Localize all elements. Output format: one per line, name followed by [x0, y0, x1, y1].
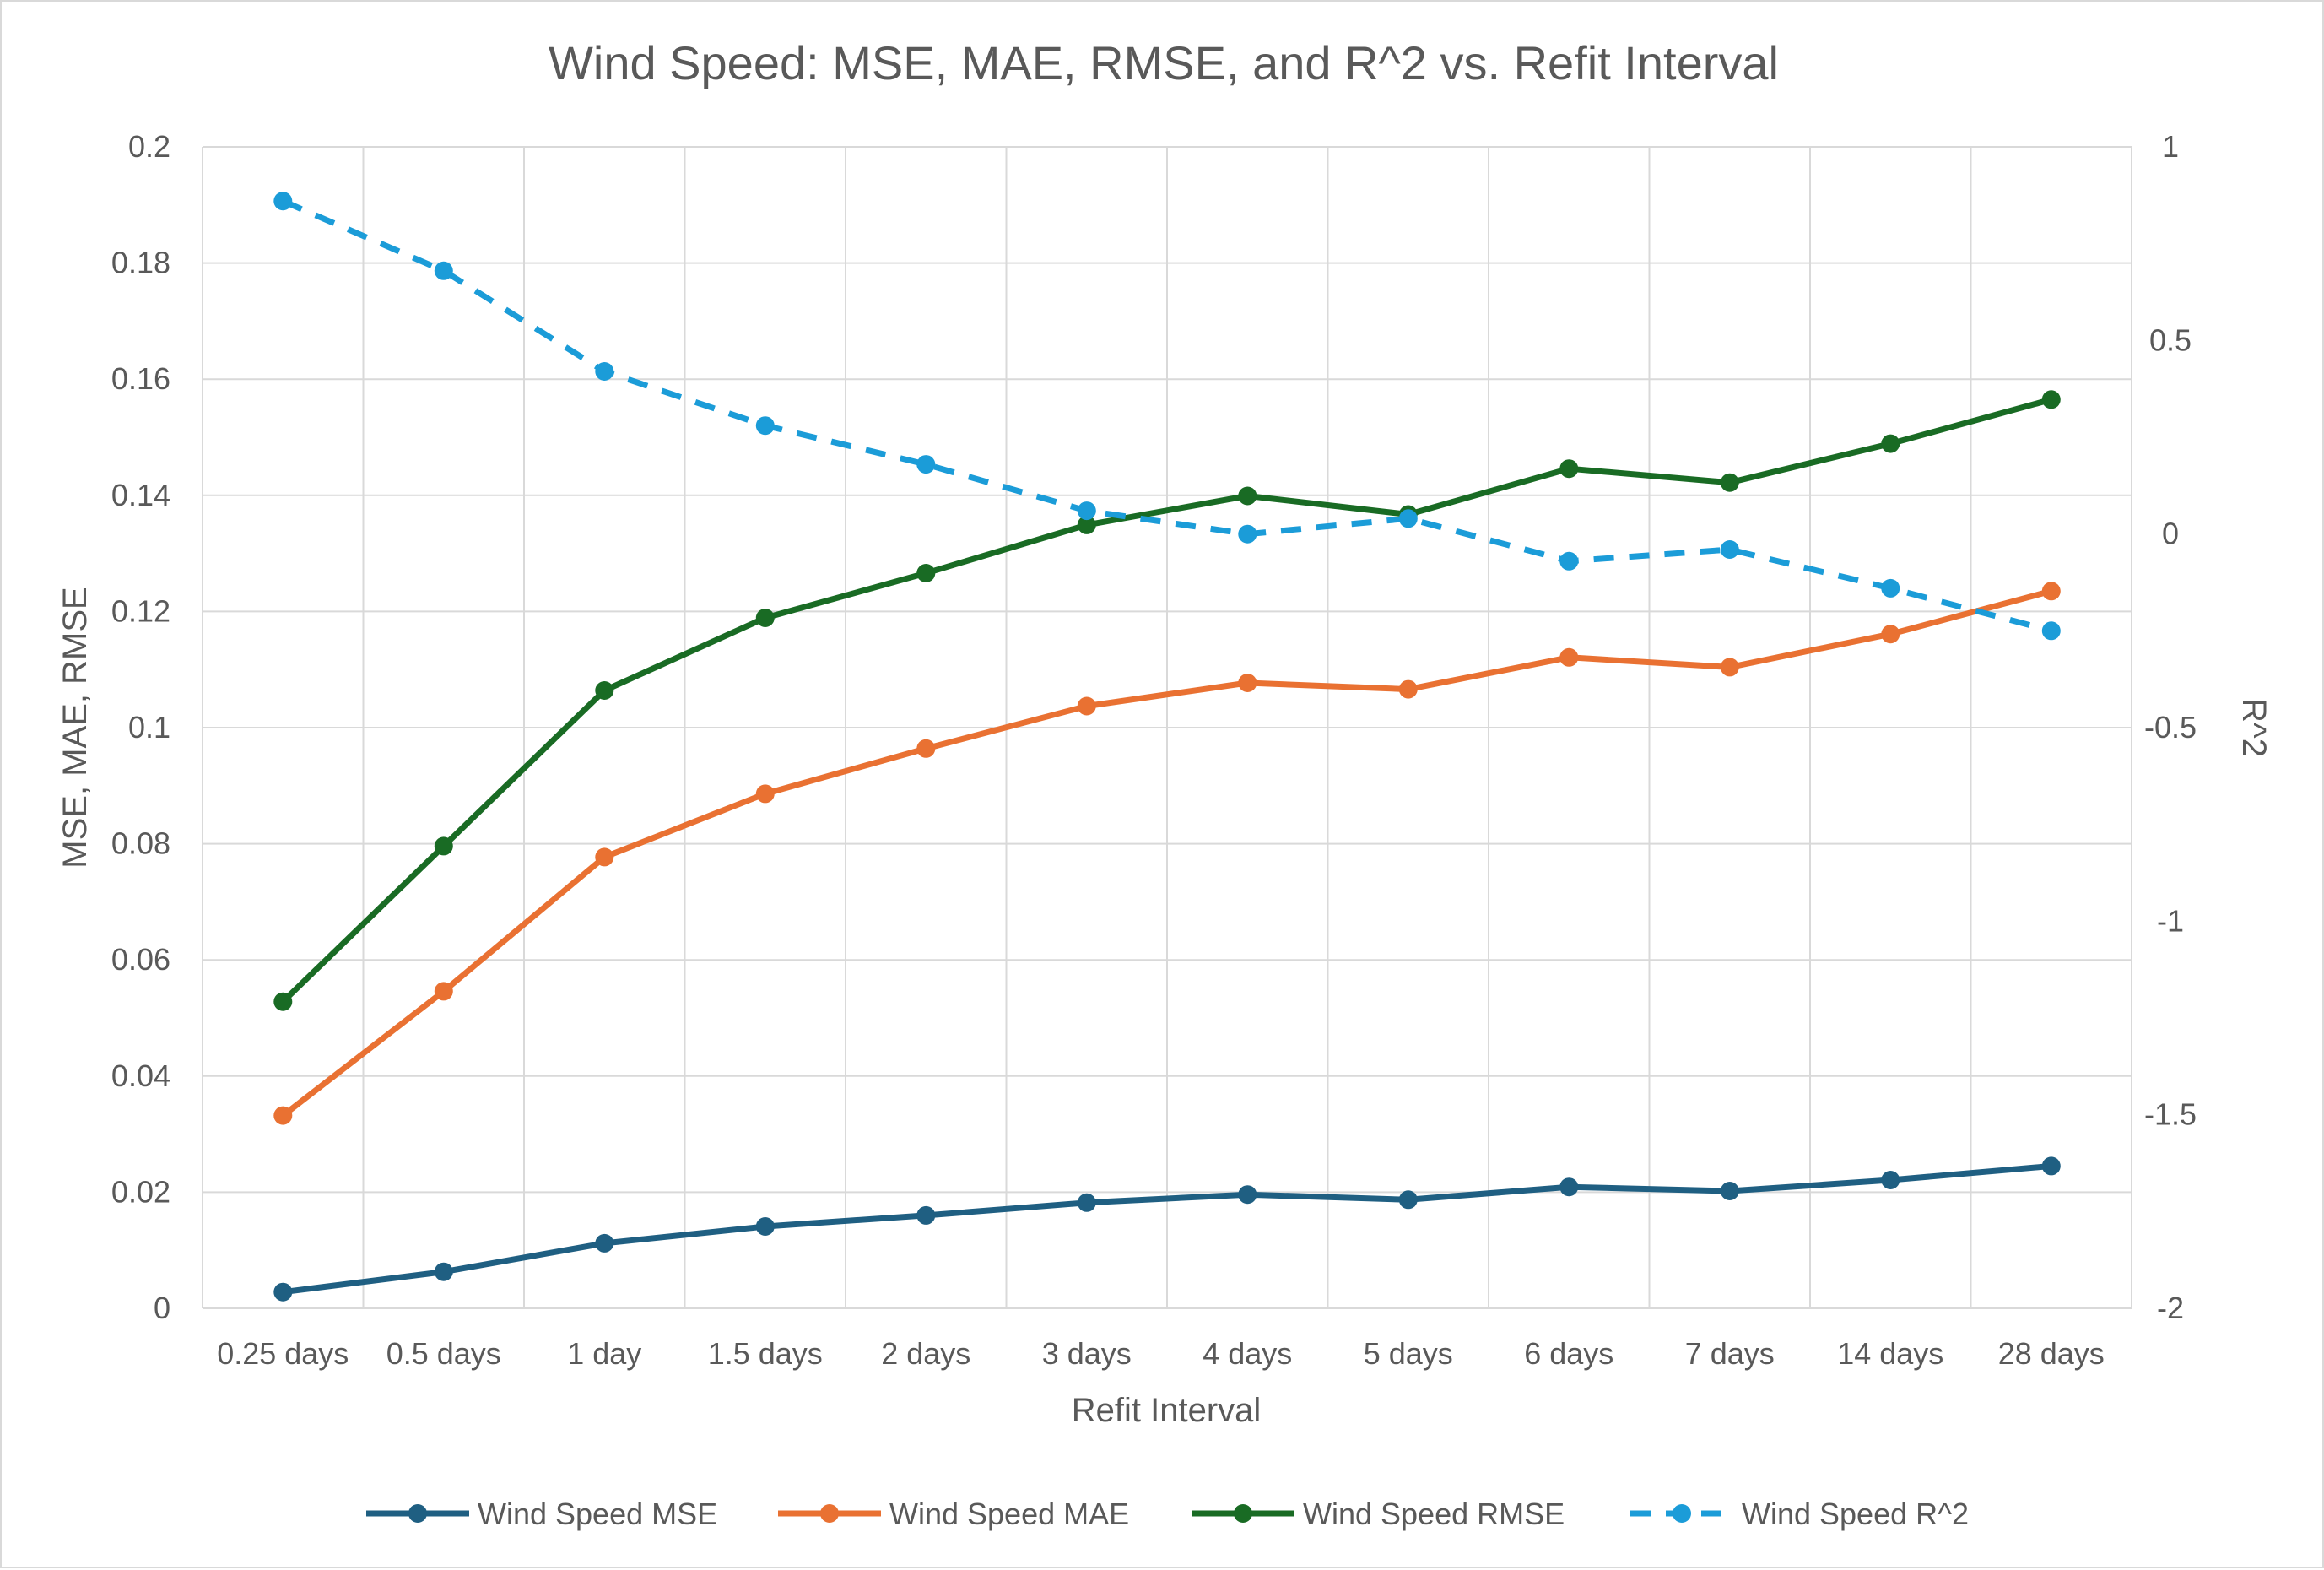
data-point-3: [1881, 578, 1900, 598]
data-point-0: [1077, 1193, 1096, 1212]
y2-tick-label: -0.5: [2144, 710, 2197, 744]
data-point-1: [1720, 658, 1739, 677]
data-point-3: [1398, 509, 1418, 528]
data-point-3: [755, 416, 775, 436]
data-point-1: [1238, 674, 1257, 692]
series-line-1: [279, 587, 2055, 1119]
data-point-2: [2041, 390, 2061, 409]
data-point-1: [2041, 582, 2061, 601]
y-tick-label: 0.14: [111, 478, 170, 512]
series-line-0: [279, 1162, 2055, 1296]
y-tick-label: 0.04: [111, 1058, 170, 1093]
y-tick-label: 0.08: [111, 826, 170, 861]
legend-swatch-marker: [1234, 1504, 1252, 1523]
y-tick-label: 0.1: [128, 710, 170, 744]
y-tick-label: 0.18: [111, 246, 170, 280]
series-layer: [273, 192, 2061, 1302]
data-point-0: [2041, 1156, 2061, 1176]
axis-layer: 0 0.02 0.04 0.06 0.08 0.1 0.12 0.14 0.16 0.18 0.2 -…: [111, 129, 2197, 1371]
data-point-0: [755, 1217, 775, 1236]
data-point-3: [1238, 524, 1257, 544]
y2-tick-label: -1: [2157, 903, 2184, 938]
data-point-0: [1398, 1190, 1418, 1210]
data-point-2: [434, 836, 453, 856]
x-tick-label: 1.5 days: [708, 1336, 823, 1371]
data-point-0: [1238, 1185, 1257, 1205]
x-tick-label: 4 days: [1203, 1336, 1292, 1371]
data-point-3: [434, 261, 453, 280]
series-line-2: [279, 396, 2055, 1005]
chart-title: Wind Speed: MSE, MAE, RMSE, and R^2 vs. …: [549, 36, 1779, 89]
data-point-0: [916, 1205, 936, 1225]
x-tick-label: 5 days: [1364, 1336, 1453, 1371]
data-point-1: [595, 847, 614, 867]
x-tick-label: 28 days: [1998, 1336, 2105, 1371]
y-axis-title: MSE, MAE, RMSE: [57, 587, 94, 868]
y-tick-label: 0: [154, 1291, 170, 1325]
data-point-2: [1077, 515, 1096, 534]
legend-label: Wind Speed MSE: [478, 1497, 717, 1531]
data-point-2: [273, 992, 293, 1011]
x-tick-label: 1 day: [567, 1336, 641, 1371]
legend-label: Wind Speed RMSE: [1303, 1497, 1565, 1531]
x-tick-label: 7 days: [1685, 1336, 1775, 1371]
y2-axis-title: R^2: [2235, 698, 2273, 757]
legend-label: Wind Speed MAE: [889, 1497, 1129, 1531]
data-point-1: [273, 1106, 293, 1125]
data-point-2: [1238, 486, 1257, 506]
data-point-1: [1398, 679, 1418, 699]
data-point-2: [1559, 459, 1579, 479]
data-point-3: [1077, 501, 1096, 521]
legend: Wind Speed MSE Wind Speed MAE Wind Speed R…: [366, 1497, 1969, 1531]
y-tick-label: 0.12: [111, 593, 170, 628]
data-point-2: [916, 564, 936, 582]
x-tick-label: 0.5 days: [386, 1336, 501, 1371]
x-tick-label: 0.25 days: [217, 1336, 349, 1371]
y-tick-label: 0.16: [111, 361, 170, 396]
x-tick-label: 2 days: [881, 1336, 970, 1371]
data-point-3: [1720, 540, 1739, 559]
legend-swatch-marker: [820, 1504, 839, 1523]
data-point-3: [2041, 621, 2061, 641]
x-tick-label: 3 days: [1042, 1336, 1132, 1371]
data-point-2: [755, 609, 775, 627]
data-point-0: [1559, 1178, 1579, 1197]
y2-tick-label: 0.5: [2149, 322, 2192, 357]
y2-tick-label: 0: [2162, 517, 2179, 551]
legend-label: Wind Speed R^2: [1742, 1497, 1969, 1531]
data-point-3: [595, 362, 614, 381]
data-point-1: [1881, 625, 1900, 644]
data-point-0: [1720, 1182, 1739, 1200]
y2-tick-label: 1: [2162, 129, 2179, 164]
data-point-3: [1559, 551, 1579, 571]
data-point-2: [1881, 434, 1900, 453]
y-tick-label: 0.02: [111, 1174, 170, 1209]
y2-tick-label: -1.5: [2144, 1097, 2197, 1132]
y-tick-label: 0.06: [111, 942, 170, 977]
y-tick-label: 0.2: [128, 129, 170, 164]
data-point-3: [273, 192, 293, 211]
grid-layer: [202, 146, 2132, 1309]
series-line-3: [281, 198, 2052, 634]
data-point-2: [1720, 473, 1739, 492]
data-point-1: [916, 739, 936, 758]
data-point-0: [273, 1282, 293, 1302]
y2-tick-label: -2: [2157, 1291, 2184, 1325]
legend-swatch-marker: [408, 1504, 427, 1523]
data-point-3: [916, 455, 936, 474]
legend-swatch-marker: [1673, 1504, 1691, 1523]
data-point-0: [434, 1262, 453, 1281]
data-point-0: [1881, 1171, 1900, 1189]
data-point-1: [434, 982, 453, 1001]
x-tick-label: 6 days: [1524, 1336, 1613, 1371]
x-tick-label: 14 days: [1837, 1336, 1943, 1371]
data-point-1: [1077, 696, 1096, 716]
data-point-2: [595, 681, 614, 700]
data-point-1: [755, 784, 775, 804]
data-point-0: [595, 1233, 614, 1253]
data-point-1: [1559, 647, 1579, 667]
x-axis-title: Refit Interval: [1072, 1392, 1262, 1429]
